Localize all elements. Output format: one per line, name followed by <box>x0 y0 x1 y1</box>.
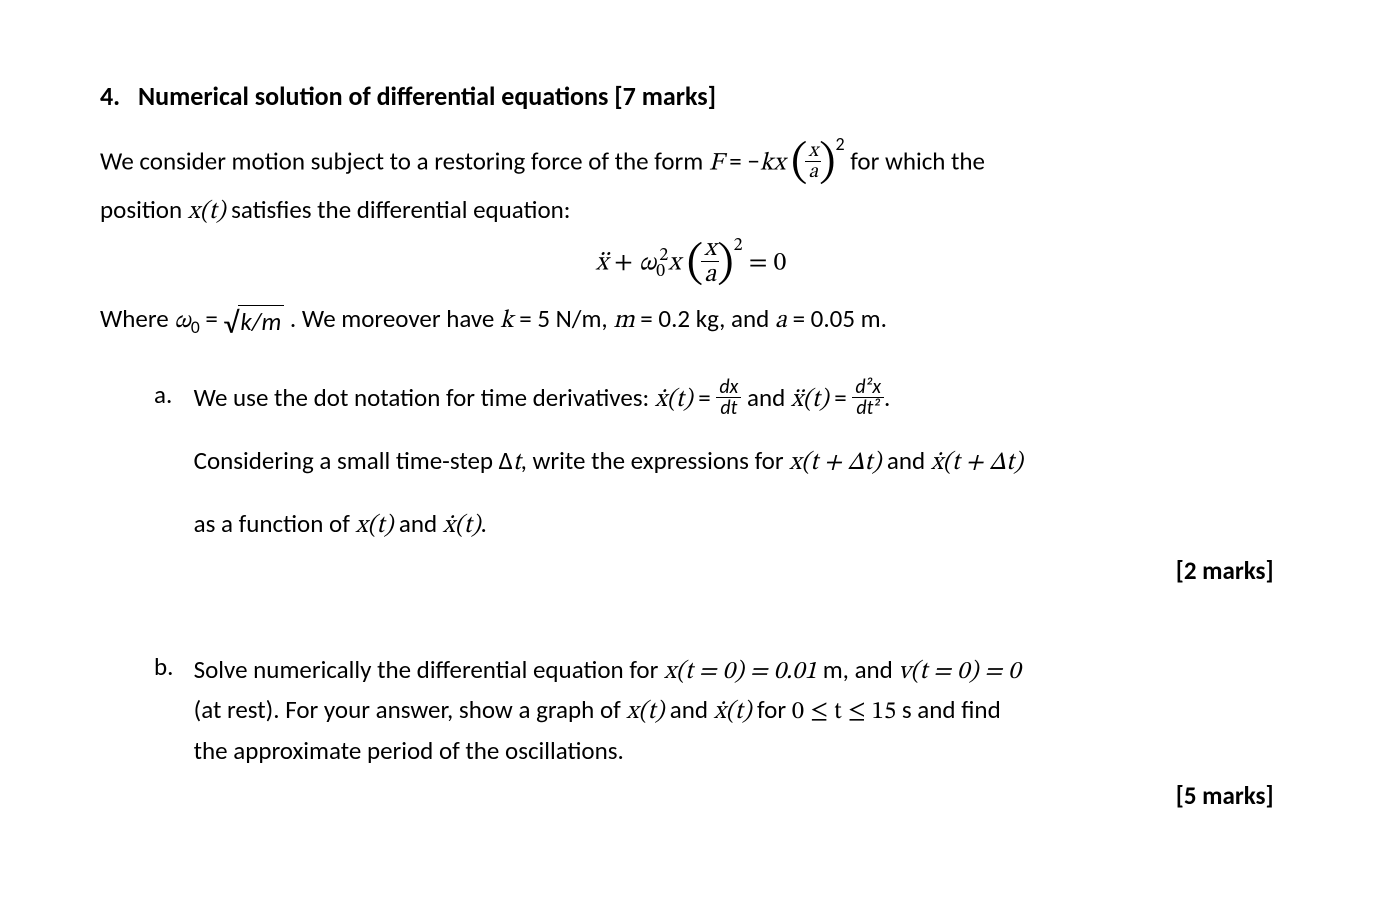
a-and: and <box>741 382 791 413</box>
where-pre: Where <box>100 303 174 334</box>
eqn-plus: + <box>608 251 639 277</box>
sqrt: √k/m <box>223 297 284 345</box>
a-eq2: = <box>829 382 853 413</box>
a-p3b: and <box>393 508 443 539</box>
a-pre: We use the dot notation for time derivat… <box>194 382 655 413</box>
radical-icon: √ <box>223 305 238 342</box>
where-k-val: = 5 N/m, <box>514 303 614 334</box>
where-m: m <box>613 308 634 333</box>
where-eq: = <box>200 303 224 334</box>
subpart-b: b. Solve numerically the differential eq… <box>154 651 1282 816</box>
a-p2-x2: ẋ(t + Δt) <box>931 450 1023 475</box>
eqn-x: x <box>668 251 687 277</box>
b-p2d: s and find <box>896 694 1000 725</box>
a-period: . <box>884 382 890 413</box>
b-p2b: and <box>664 694 714 725</box>
fraction-paren: xa <box>791 143 835 184</box>
force-eq: = − <box>724 145 760 176</box>
subpart-a-line3: as a function of x(t) and ẋ(t). <box>194 505 1274 546</box>
subpart-b-body: Solve numerically the differential equat… <box>194 651 1274 816</box>
a-p2c: and <box>881 445 931 476</box>
where-m-val: = 0.2 kg, and <box>635 303 775 334</box>
subpart-a-marks: [2 marks] <box>194 552 1274 591</box>
a-p3-x1: x(t) <box>356 513 394 538</box>
b-p2c: for <box>751 694 791 725</box>
a-xd: ẋ(t) <box>655 387 693 412</box>
eqn-frac-num: x <box>701 236 719 262</box>
b-x0: x(t = 0) = 0.01 <box>664 659 823 684</box>
question-title: Numerical solution of differential equat… <box>138 80 716 112</box>
frac-num: x <box>805 141 821 162</box>
intro-line2-post: satisfies the differential equation: <box>225 194 570 225</box>
where-k: k <box>500 308 514 333</box>
subpart-b-label: b. <box>154 651 190 682</box>
intro-line-1: We consider motion subject to a restorin… <box>100 140 1282 184</box>
eqn-frac-den: a <box>701 262 719 287</box>
a-p3a: as a function of <box>194 508 356 539</box>
force-x: x <box>773 150 785 175</box>
b-xdt: ẋ(t) <box>714 699 752 724</box>
a-p2-t: t <box>513 450 521 475</box>
subpart-a: a. We use the dot notation for time deri… <box>154 379 1282 591</box>
question-heading: 4.Numerical solution of differential equ… <box>100 80 1282 112</box>
problem-page: 4.Numerical solution of differential equ… <box>0 0 1382 916</box>
intro-line2-pre: position <box>100 194 188 225</box>
where-a: a <box>775 308 787 333</box>
subpart-a-body: We use the dot notation for time derivat… <box>194 379 1274 591</box>
subpart-a-line2: Considering a small time-step Δt, write … <box>194 442 1274 483</box>
subpart-b-line2: (at rest). For your answer, show a graph… <box>194 691 1274 732</box>
force-exponent: 2 <box>836 133 845 155</box>
a-p3-x2: ẋ(t) <box>443 513 481 538</box>
a-p2a: Considering a small time-step Δ <box>194 445 513 476</box>
b-p1b: m, and <box>823 654 899 685</box>
a-f2-num: d²x <box>852 377 884 398</box>
intro-post-force: for which the <box>845 145 985 176</box>
frac-den: a <box>805 162 821 182</box>
fraction-x-over-a: xa <box>805 141 821 182</box>
a-p2b: , write the expressions for <box>521 445 790 476</box>
eqn-eq-zero: = 0 <box>743 251 787 277</box>
subparts-list: a. We use the dot notation for time deri… <box>100 379 1282 816</box>
a-frac1: dxdt <box>716 377 741 418</box>
b-p3: the approximate period of the oscillatio… <box>194 735 624 766</box>
eqn-paren: xa <box>687 238 734 289</box>
b-p1a: Solve numerically the differential equat… <box>194 654 664 685</box>
b-p2a: (at rest). For your answer, show a graph… <box>194 694 627 725</box>
a-eq1: = <box>693 382 717 413</box>
b-v0: v(t = 0) = 0 <box>898 659 1020 684</box>
question-number: 4. <box>100 80 138 112</box>
force-F: F <box>709 150 724 175</box>
a-f1-den: dt <box>716 398 741 418</box>
where-a-val: = 0.05 m. <box>787 303 887 334</box>
intro-xt: x(t) <box>188 199 226 224</box>
eqn-omega-sup: 2 <box>659 247 668 265</box>
a-f2-den: dt² <box>852 398 884 418</box>
eqn-xddot: ẍ <box>596 251 608 277</box>
subpart-a-line1: We use the dot notation for time derivat… <box>194 379 1274 421</box>
eqn-omega: ω <box>639 251 656 277</box>
where-omega: ω <box>174 308 191 333</box>
subpart-b-marks: [5 marks] <box>194 777 1274 816</box>
a-p3c: . <box>480 508 486 539</box>
eqn-exp: 2 <box>734 237 743 255</box>
subpart-a-label: a. <box>154 379 190 410</box>
where-omega-sub: 0 <box>191 316 200 338</box>
where-post-sqrt: . We moreover have <box>284 303 500 334</box>
a-xdd: ẍ(t) <box>791 387 829 412</box>
main-equation: ẍ + ω02x xa2 = 0 <box>100 238 1282 289</box>
intro-line-2: position x(t) satisfies the differential… <box>100 190 1282 232</box>
radicand: k/m <box>238 305 284 337</box>
subpart-b-line1: Solve numerically the differential equat… <box>194 651 1274 692</box>
b-range: 0 ≤ t ≤ 15 <box>792 699 897 724</box>
eqn-fraction: xa <box>701 236 719 287</box>
a-p2-x1: x(t + Δt) <box>789 450 881 475</box>
eqn-omega-sub: 0 <box>656 263 665 281</box>
where-line: Where ω0 = √k/m . We moreover have k = 5… <box>100 297 1282 345</box>
subpart-b-line3: the approximate period of the oscillatio… <box>194 732 1274 771</box>
force-k: k <box>760 150 774 175</box>
intro-text: We consider motion subject to a restorin… <box>100 145 709 176</box>
a-frac2: d²xdt² <box>852 377 884 418</box>
b-xt: x(t) <box>626 699 664 724</box>
a-f1-num: dx <box>716 377 741 398</box>
